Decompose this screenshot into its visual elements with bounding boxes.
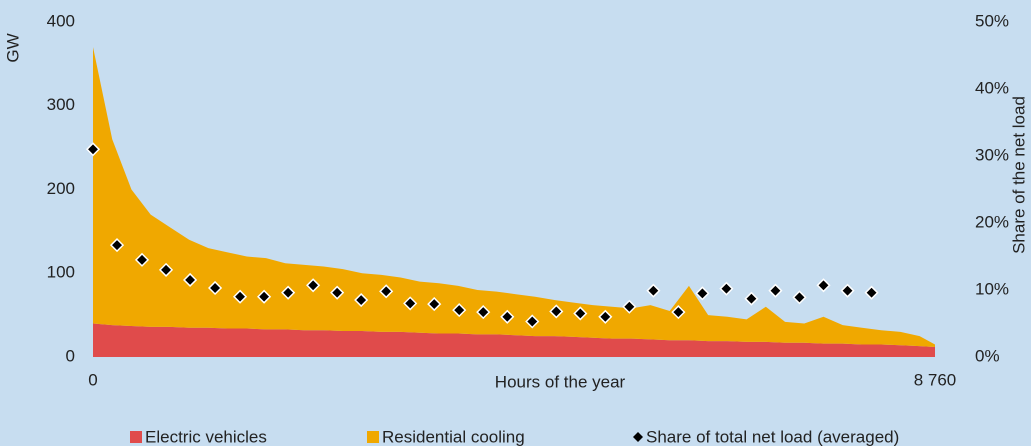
scatter-point <box>183 272 198 288</box>
y-axis-label: GW <box>3 33 22 62</box>
scatter-point <box>379 284 394 299</box>
scatter-point <box>257 289 272 304</box>
scatter-point <box>452 303 467 318</box>
scatter-point <box>85 142 101 157</box>
scatter-point <box>403 296 418 311</box>
scatter-point <box>427 297 442 312</box>
legend-swatch <box>130 431 142 443</box>
scatter-point <box>354 292 369 308</box>
scatter-point <box>109 238 125 253</box>
y-tick-label: 200 <box>47 179 75 198</box>
area <box>93 47 935 347</box>
scatter-point <box>525 314 540 329</box>
y2-tick-label: 10% <box>975 279 1009 298</box>
y-tick-label: 300 <box>47 95 75 114</box>
scatter-point <box>719 281 734 296</box>
legend-label: Electric vehicles <box>145 427 267 446</box>
scatter-point <box>646 283 661 298</box>
scatter-point <box>281 285 296 300</box>
scatter-point <box>792 290 807 305</box>
scatter-point <box>744 291 759 306</box>
scatter-point <box>476 305 491 320</box>
scatter-point <box>671 305 686 320</box>
area <box>93 323 935 357</box>
legend-swatch <box>367 431 379 443</box>
scatter-point <box>208 280 223 296</box>
scatter-point <box>573 306 588 321</box>
y2-tick-label: 40% <box>975 78 1009 97</box>
scatter-point <box>622 299 637 314</box>
y2-tick-label: 50% <box>975 11 1009 30</box>
scatter-point <box>134 252 150 267</box>
scatter-point <box>768 283 783 298</box>
scatter-point <box>306 278 321 293</box>
legend-marker <box>633 432 643 442</box>
y2-tick-label: 0% <box>975 346 1000 365</box>
legend-label: Residential cooling <box>382 427 525 446</box>
x-tick-label: 0 <box>88 370 97 389</box>
y-tick-label: 100 <box>47 263 75 282</box>
scatter-point <box>695 286 710 301</box>
legend-label: Share of total net load (averaged) <box>646 427 899 446</box>
y-tick-label: 400 <box>47 11 75 30</box>
scatter-point <box>816 278 831 293</box>
y2-tick-label: 30% <box>975 145 1009 164</box>
scatter-point <box>549 304 564 319</box>
scatter-point <box>840 283 855 298</box>
y2-axis-label: Share of the net load <box>1009 96 1028 254</box>
y-tick-label: 0 <box>66 346 75 365</box>
scatter-point <box>864 285 879 300</box>
x-axis-label: Hours of the year <box>495 372 626 391</box>
scatter-point <box>158 262 174 277</box>
scatter-point <box>233 289 248 304</box>
scatter-point <box>330 285 345 300</box>
scatter-point <box>598 309 613 324</box>
y2-tick-label: 20% <box>975 212 1009 231</box>
x-tick-label: 8 760 <box>914 370 957 389</box>
scatter-point <box>500 309 515 324</box>
